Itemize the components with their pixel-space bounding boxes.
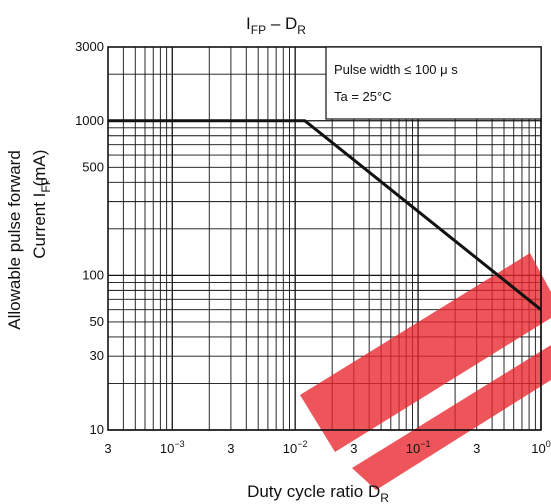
x-tick-label: 10−1 <box>406 439 431 456</box>
plot-frame <box>107 46 542 431</box>
y-tick-label: 500 <box>82 159 104 174</box>
x-tick-label: 10−2 <box>283 439 308 456</box>
conditions-frame <box>325 46 542 120</box>
series-layer <box>108 119 542 311</box>
x-tick-label: 3 <box>104 441 111 456</box>
y-tick-label: 100 <box>82 267 104 282</box>
y-axis-unit: (mA) <box>30 150 49 187</box>
x-tick-label: 10−3 <box>160 439 185 456</box>
x-tick-label: 3 <box>227 441 234 456</box>
y-axis-label-line1: Allowable pulse forward <box>5 150 24 330</box>
y-axis-label-line2: Current IFP <box>30 177 53 258</box>
conditions-box: Pulse width ≤ 100 μ s Ta = 25°C <box>325 46 542 120</box>
series-line <box>108 119 542 311</box>
watermark <box>300 253 551 490</box>
x-tick-label: 3 <box>350 441 357 456</box>
x-tick-label: 3 <box>473 441 480 456</box>
y-tick-label: 10 <box>90 422 104 437</box>
watermark-band <box>300 253 551 452</box>
y-tick-labels: 10 30 50 100 500 1000 3000 <box>75 39 104 437</box>
condition-pulse-width: Pulse width ≤ 100 μ s <box>334 62 458 77</box>
y-tick-label: 50 <box>90 314 104 329</box>
watermark-band <box>352 345 551 490</box>
x-axis-label: Duty cycle ratio DR <box>247 482 389 504</box>
condition-temperature: Ta = 25°C <box>334 89 392 104</box>
x-tick-label: 100 <box>531 439 550 456</box>
y-axis-label: Allowable pulse forward Current IFP (mA) <box>5 150 53 330</box>
chart-title: IFP – DR <box>246 14 306 37</box>
y-tick-label: 30 <box>90 348 104 363</box>
x-tick-labels: 3 10−3 3 10−2 3 10−1 3 100 <box>104 439 550 456</box>
y-tick-label: 3000 <box>75 39 104 54</box>
y-tick-label: 1000 <box>75 113 104 128</box>
